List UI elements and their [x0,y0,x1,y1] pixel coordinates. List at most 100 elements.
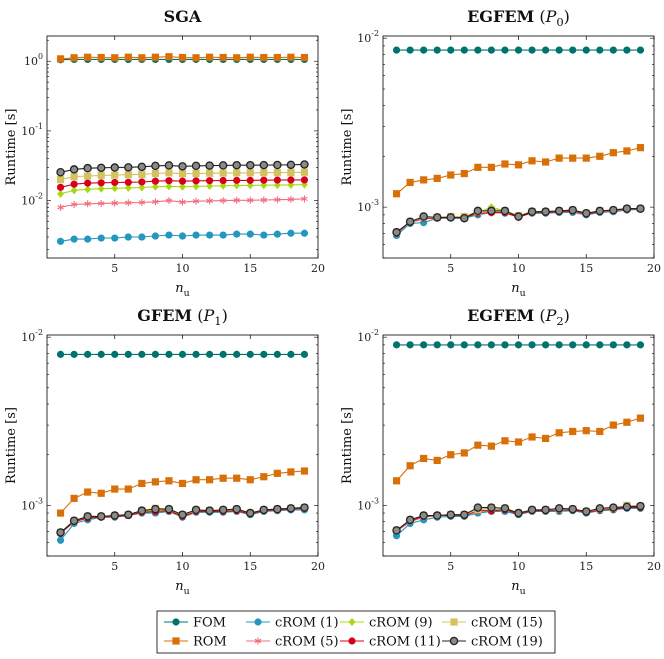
data-point [111,199,119,207]
x-tick-label: 5 [111,560,118,573]
data-point [447,46,455,54]
data-point [111,171,119,179]
data-point [447,171,455,179]
data-point [582,46,590,54]
x-tick-label: 10 [176,262,190,275]
data-point [84,350,92,358]
data-point [460,510,469,519]
data-point [260,176,268,184]
data-point [152,198,159,206]
data-point [56,183,65,191]
data-point [179,198,186,206]
data-point [232,160,241,170]
data-point [206,53,214,61]
data-point [406,341,414,349]
legend-item: cROM (11) [340,635,441,650]
data-point [542,46,550,54]
series-line [60,470,305,514]
data-point [219,181,227,190]
x-tick-label: 20 [311,560,325,573]
data-point [300,53,309,62]
data-point [420,176,428,184]
data-point [447,341,455,349]
data-point [246,476,254,484]
data-point [84,488,92,496]
data-point [219,176,227,185]
data-point [609,341,617,349]
data-point [219,197,227,205]
data-point [233,474,241,482]
data-point [151,53,159,61]
data-point [138,350,146,358]
data-point [500,206,510,216]
data-point [542,434,550,443]
data-point [300,229,309,237]
data-point [623,341,631,349]
x-axis-label: nu [175,281,189,299]
data-point [219,169,227,177]
data-point [528,433,536,441]
data-point [96,512,106,521]
data-point [206,350,214,358]
data-point [514,212,523,221]
data-point [232,504,241,514]
series-rom [56,467,309,517]
y-axis-label: Runtime [s] [4,407,19,484]
series-crom-15 [56,168,309,184]
data-point [473,503,483,512]
data-point [111,350,119,358]
data-point [596,152,604,160]
x-axis-label: nu [511,281,525,299]
data-point [192,231,200,239]
data-point [300,467,309,475]
data-point [70,54,78,62]
data-point [392,341,401,349]
data-point [218,161,228,170]
data-point [245,160,255,170]
data-point [260,231,268,239]
series-rom [56,53,309,63]
data-point [609,149,617,157]
data-point [233,176,241,184]
data-point [97,53,105,62]
data-point [164,161,174,170]
data-point [178,350,187,358]
data-point [151,177,159,185]
data-point [138,479,146,488]
data-point [555,429,563,437]
legend: FOM cROM (1) cROM (9) cROM (15) ROM cROM (5) c… [156,610,556,654]
data-point [124,233,132,241]
data-point [595,504,605,513]
data-point [433,341,441,349]
series-crom-11 [392,205,645,237]
data-point [178,162,187,171]
x-tick-label: 10 [512,560,526,573]
series-crom-5 [393,205,644,237]
data-point [233,196,241,204]
data-point [138,54,146,62]
data-point [569,154,577,162]
data-point [218,505,228,515]
data-point [97,489,105,497]
data-point [433,46,441,54]
legend-label: cROM (1) [275,616,339,631]
data-point [432,511,442,520]
data-point [474,441,482,449]
data-point [300,350,309,358]
data-point [636,501,645,511]
data-point [542,158,550,166]
data-point [287,53,295,61]
data-point [233,169,241,177]
series-rom [392,144,645,198]
data-point [97,184,105,193]
data-point [273,230,281,238]
x-tick-label: 15 [243,262,257,275]
data-point [165,477,173,485]
x-tick-label: 20 [647,262,661,275]
data-point [165,169,173,177]
data-point [83,163,92,173]
data-point [124,163,133,172]
data-point [569,46,577,54]
data-point [348,637,356,645]
data-point [460,213,469,223]
